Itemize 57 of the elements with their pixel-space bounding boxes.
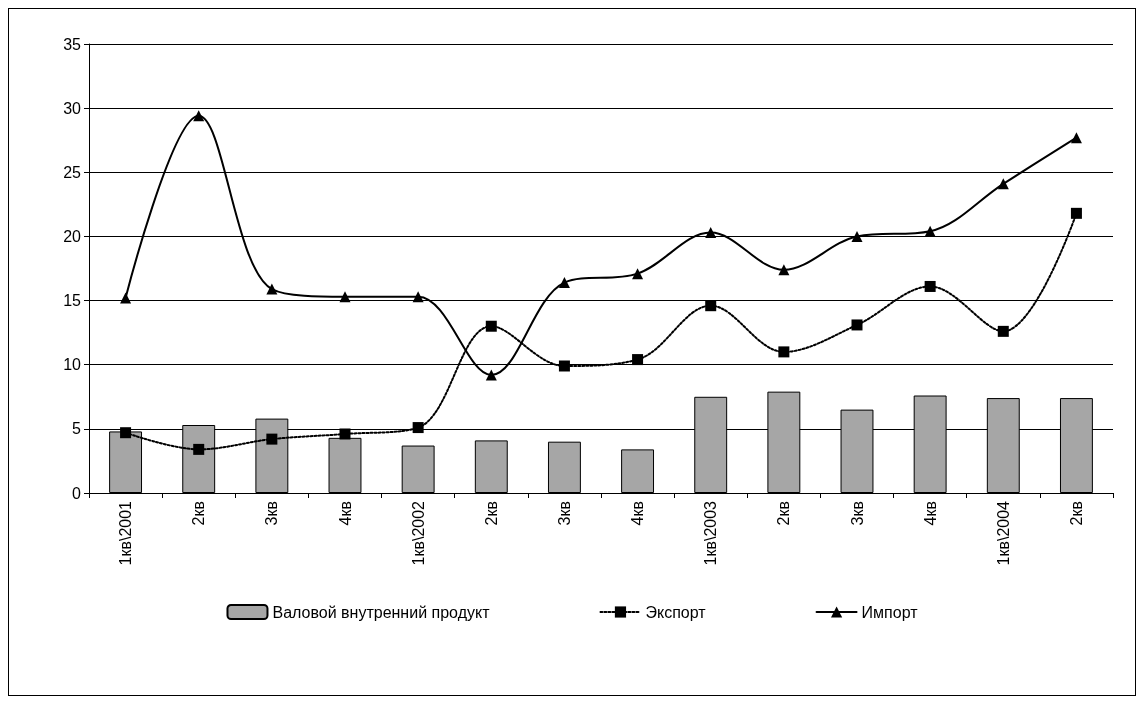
point <box>705 300 717 312</box>
x-tick-label: 1кв\2001 <box>117 500 135 566</box>
x-tick-label: 1кв\2004 <box>994 500 1012 566</box>
point <box>558 277 570 289</box>
point <box>778 346 790 358</box>
bar <box>547 441 581 493</box>
bar <box>474 440 508 493</box>
point <box>778 264 790 276</box>
x-tick-label: 4кв <box>921 501 939 526</box>
y-tick-label: 0 <box>72 484 82 502</box>
x-tick-label: 1кв\2002 <box>409 500 427 566</box>
x-tick-label: 2кв <box>482 501 500 526</box>
point <box>485 369 497 381</box>
point <box>851 230 863 242</box>
y-tick-label: 20 <box>63 227 82 245</box>
x-tick-label: 2кв <box>1067 501 1085 526</box>
legend-label: Экспорт <box>645 603 707 621</box>
bar <box>401 445 435 493</box>
y-tick-label: 25 <box>63 163 82 181</box>
point <box>1070 132 1082 144</box>
point <box>339 428 351 440</box>
x-tick-label: 1кв\2003 <box>702 500 720 566</box>
x-tick-label: 3кв <box>555 501 573 526</box>
point <box>997 325 1009 337</box>
point <box>412 422 424 434</box>
point <box>120 292 132 304</box>
point <box>997 178 1009 190</box>
y-tick-label: 10 <box>63 356 82 374</box>
point <box>339 291 351 303</box>
y-tick-label: 30 <box>63 99 82 117</box>
y-tick-label: 15 <box>63 292 82 310</box>
point <box>705 227 717 239</box>
point <box>266 283 278 295</box>
x-tick-label: 2кв <box>190 501 208 526</box>
x-tick-label: 3кв <box>848 501 866 526</box>
point <box>266 433 278 445</box>
point <box>632 268 644 280</box>
point <box>558 360 570 372</box>
legend-label: Валовой внутренний продукт <box>272 603 491 621</box>
point <box>632 354 644 366</box>
point <box>1070 207 1082 219</box>
point <box>193 110 205 122</box>
x-tick-label: 4кв <box>629 501 647 526</box>
point <box>851 319 863 331</box>
y-tick-label: 35 <box>63 35 82 53</box>
point <box>412 291 424 303</box>
legend-label: Импорт <box>861 603 919 621</box>
point <box>120 427 132 439</box>
x-tick-label: 2кв <box>775 501 793 526</box>
point <box>193 443 205 455</box>
bar <box>621 449 655 493</box>
point <box>924 225 936 237</box>
point <box>924 280 936 292</box>
y-tick-label: 5 <box>72 420 82 438</box>
x-tick-label: 3кв <box>263 501 281 526</box>
point <box>485 320 497 332</box>
x-tick-label: 4кв <box>336 501 354 526</box>
